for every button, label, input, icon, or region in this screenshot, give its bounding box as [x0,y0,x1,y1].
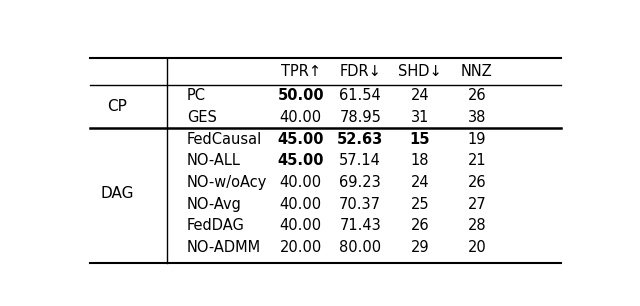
Text: 80.00: 80.00 [339,240,381,255]
Text: 26: 26 [467,88,486,103]
Text: NNZ: NNZ [461,64,493,79]
Text: 19: 19 [468,132,486,147]
Text: 78.95: 78.95 [339,110,381,125]
Text: FedCausal: FedCausal [187,132,262,147]
Text: 70.37: 70.37 [339,197,381,212]
Text: 31: 31 [411,110,429,125]
Text: 61.54: 61.54 [339,88,381,103]
Text: 21: 21 [467,153,486,168]
Text: CP: CP [108,99,127,114]
Text: DAG: DAG [100,186,134,201]
Text: 25: 25 [410,197,429,212]
Text: 40.00: 40.00 [280,175,322,190]
Text: 71.43: 71.43 [339,218,381,233]
Text: TPR↑: TPR↑ [281,64,321,79]
Text: 24: 24 [410,88,429,103]
Text: NO-ALL: NO-ALL [187,153,241,168]
Text: 20.00: 20.00 [280,240,322,255]
Text: 45.00: 45.00 [278,153,324,168]
Text: 40.00: 40.00 [280,197,322,212]
Text: 26: 26 [410,218,429,233]
Text: 40.00: 40.00 [280,110,322,125]
Text: 28: 28 [467,218,486,233]
Text: 38: 38 [468,110,486,125]
Text: 18: 18 [410,153,429,168]
Text: 20: 20 [467,240,486,255]
Text: 29: 29 [410,240,429,255]
Text: 57.14: 57.14 [339,153,381,168]
Text: SHD↓: SHD↓ [398,64,442,79]
Text: FDR↓: FDR↓ [339,64,381,79]
Text: 26: 26 [467,175,486,190]
Text: 24: 24 [410,175,429,190]
Text: 52.63: 52.63 [337,132,383,147]
Text: PC: PC [187,88,205,103]
Text: NO-ADMM: NO-ADMM [187,240,260,255]
Text: 45.00: 45.00 [278,132,324,147]
Text: GES: GES [187,110,216,125]
Text: 15: 15 [410,132,430,147]
Text: NO-w/oAcy: NO-w/oAcy [187,175,267,190]
Text: 27: 27 [467,197,486,212]
Text: NO-Avg: NO-Avg [187,197,241,212]
Text: 40.00: 40.00 [280,218,322,233]
Text: 69.23: 69.23 [339,175,381,190]
Text: 50.00: 50.00 [277,88,324,103]
Text: FedDAG: FedDAG [187,218,244,233]
